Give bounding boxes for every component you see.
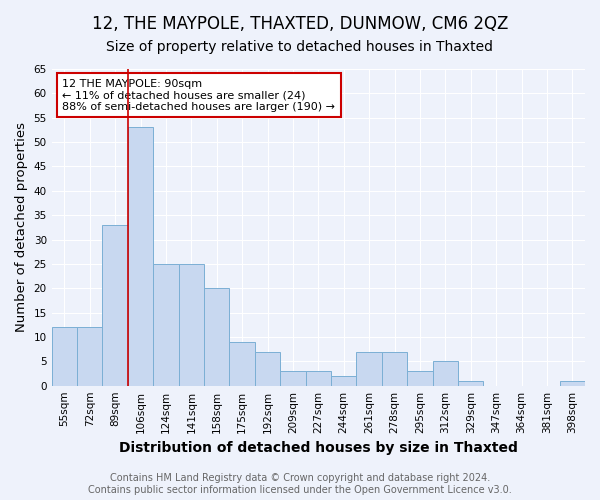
Text: 12 THE MAYPOLE: 90sqm
← 11% of detached houses are smaller (24)
88% of semi-deta: 12 THE MAYPOLE: 90sqm ← 11% of detached … xyxy=(62,78,335,112)
Bar xyxy=(280,371,305,386)
Y-axis label: Number of detached properties: Number of detached properties xyxy=(15,122,28,332)
Bar xyxy=(356,352,382,386)
Bar xyxy=(153,264,179,386)
Bar xyxy=(128,128,153,386)
Bar xyxy=(458,381,484,386)
Bar xyxy=(382,352,407,386)
Bar xyxy=(331,376,356,386)
Bar xyxy=(407,371,433,386)
Bar xyxy=(204,288,229,386)
Bar xyxy=(560,381,585,386)
Bar xyxy=(103,225,128,386)
Bar xyxy=(77,327,103,386)
Text: 12, THE MAYPOLE, THAXTED, DUNMOW, CM6 2QZ: 12, THE MAYPOLE, THAXTED, DUNMOW, CM6 2Q… xyxy=(92,15,508,33)
Text: Contains HM Land Registry data © Crown copyright and database right 2024.
Contai: Contains HM Land Registry data © Crown c… xyxy=(88,474,512,495)
Bar xyxy=(52,327,77,386)
X-axis label: Distribution of detached houses by size in Thaxted: Distribution of detached houses by size … xyxy=(119,441,518,455)
Bar xyxy=(305,371,331,386)
Text: Size of property relative to detached houses in Thaxted: Size of property relative to detached ho… xyxy=(107,40,493,54)
Bar xyxy=(179,264,204,386)
Bar xyxy=(229,342,255,386)
Bar xyxy=(433,362,458,386)
Bar xyxy=(255,352,280,386)
